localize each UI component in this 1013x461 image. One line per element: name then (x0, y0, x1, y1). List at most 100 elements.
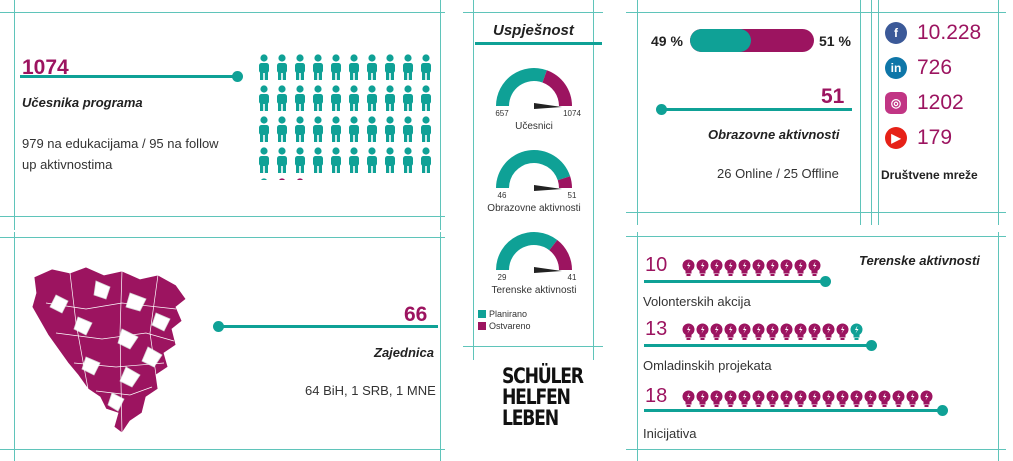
online-fill (690, 29, 751, 52)
offline-pct: 51 % (819, 33, 851, 49)
frame-line (463, 12, 603, 13)
bulb-icon (710, 390, 723, 407)
youtube-icon[interactable]: ▶ (885, 127, 907, 149)
legend-planned-label: Planirano (489, 309, 528, 319)
bulb-icon (696, 259, 709, 276)
field-row-2-number: 13 (645, 318, 668, 340)
communities-number: 66 (404, 303, 428, 326)
bulb-row-2 (682, 323, 863, 341)
person-icon (259, 147, 269, 173)
person-icon (349, 147, 359, 173)
facebook-count: 10.228 (917, 21, 982, 44)
bulb-icon (850, 390, 863, 407)
bulb-icon (892, 390, 905, 407)
bulb-icon (766, 259, 779, 276)
participants-label: Učesnika programa (22, 95, 143, 110)
gauge-achieved-value: 41 (568, 273, 577, 282)
field-row-1-number: 10 (645, 254, 668, 276)
field-line-3-dot (937, 405, 948, 416)
frame-line (463, 346, 603, 347)
bulb-icon (738, 323, 751, 340)
frame-line (626, 449, 1006, 450)
person-icon (277, 85, 287, 111)
bulb-icon (738, 390, 751, 407)
gauge-planned-value: 46 (498, 191, 507, 200)
person-icon (331, 116, 341, 142)
online-offline-bar (690, 29, 814, 52)
person-icon (349, 85, 359, 111)
bulb-icon (780, 259, 793, 276)
bulb-icon (738, 259, 751, 276)
legend-planned: Planirano (478, 309, 531, 319)
field-line-2-dot (866, 340, 877, 351)
frame-line (626, 12, 1006, 13)
person-icon (259, 116, 269, 142)
bulb-icon (920, 390, 933, 407)
bulb-icon (822, 323, 835, 340)
person-icon (403, 147, 413, 173)
communities-label: Zajednica (374, 345, 434, 360)
bulb-icon (682, 390, 695, 407)
person-icon (349, 116, 359, 142)
bulb-icon (794, 390, 807, 407)
person-icon (385, 116, 395, 142)
participants-number: 1074 (22, 56, 69, 79)
person-icon (385, 54, 395, 80)
participants-line (20, 75, 238, 78)
person-icon (421, 85, 431, 111)
facebook-icon[interactable]: f (885, 22, 907, 44)
gauge-needle (534, 267, 562, 273)
bulb-icon (780, 323, 793, 340)
person-icon (367, 116, 377, 142)
map-regions-white (49, 280, 171, 412)
field-line-1-dot (820, 276, 831, 287)
schueler-helfen-leben-logo: SCHÜLER HELFEN LEBEN (502, 366, 584, 429)
person-icon (277, 147, 287, 173)
person-icon (259, 85, 269, 111)
person-icon (313, 116, 323, 142)
gauge-planned-value: 29 (498, 273, 507, 282)
gauge-group: 657 1074 Učesnici 46 51 Obrazovne aktivnosti 2… (487, 68, 581, 296)
person-icon (385, 147, 395, 173)
linkedin-icon[interactable]: in (885, 57, 907, 79)
person-icon (385, 85, 395, 111)
bulb-icon (752, 259, 765, 276)
field-row-2-label: Omladinskih projekata (643, 358, 772, 373)
social-row-facebook: f 10.228 (885, 21, 981, 45)
instagram-icon[interactable]: ◎ (885, 92, 907, 114)
bulb-icon (836, 390, 849, 407)
person-icon (421, 116, 431, 142)
bulb-icon (752, 323, 765, 340)
legend-planned-swatch (478, 310, 486, 318)
bulb-icon (724, 259, 737, 276)
legend-achieved: Ostvareno (478, 321, 531, 331)
bulb-icon (906, 390, 919, 407)
gauge-needle (534, 103, 562, 109)
bulb-icon (808, 259, 821, 276)
person-icon (349, 54, 359, 80)
frame-line (878, 0, 879, 225)
gauge-needle (534, 185, 562, 191)
bulb-icon (752, 390, 765, 407)
legend-achieved-swatch (478, 322, 486, 330)
frame-line (0, 237, 445, 238)
person-icon (295, 85, 305, 111)
bulb-icon (836, 323, 849, 340)
frame-line (14, 232, 15, 461)
person-icon (331, 85, 341, 111)
frame-line (473, 0, 474, 360)
person-icon (403, 85, 413, 111)
instagram-count: 1202 (917, 91, 964, 114)
participants-detail-2: up aktivnostima (22, 157, 113, 172)
person-icon (295, 147, 305, 173)
success-title: Uspješnost (493, 22, 574, 39)
frame-line (0, 449, 445, 450)
person-icon (297, 178, 303, 180)
field-line-3 (644, 409, 942, 412)
online-pct: 49 % (651, 33, 683, 49)
bulb-icon (766, 323, 779, 340)
bulb-row-3 (682, 390, 933, 408)
frame-line (440, 232, 441, 461)
bulb-icon (780, 390, 793, 407)
education-line (660, 108, 852, 111)
